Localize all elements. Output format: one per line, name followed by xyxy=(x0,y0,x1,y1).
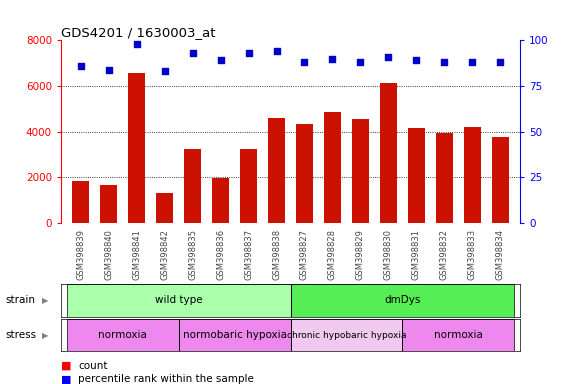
Point xyxy=(132,41,141,47)
Text: ▶: ▶ xyxy=(41,296,48,305)
Bar xyxy=(403,319,514,351)
Bar xyxy=(408,128,425,223)
Bar xyxy=(380,83,397,223)
Point xyxy=(328,56,337,62)
Point xyxy=(104,66,113,73)
Point xyxy=(412,57,421,63)
Text: ■: ■ xyxy=(61,374,71,384)
Bar xyxy=(352,119,369,223)
Point xyxy=(496,59,505,65)
Bar xyxy=(178,319,290,351)
Point xyxy=(468,59,477,65)
Bar xyxy=(156,193,173,223)
Point xyxy=(216,57,225,63)
Text: strain: strain xyxy=(6,295,36,306)
Point xyxy=(384,54,393,60)
Bar xyxy=(324,112,341,223)
Text: normoxia: normoxia xyxy=(98,330,147,340)
Point xyxy=(188,50,197,56)
Bar xyxy=(290,284,514,317)
Bar xyxy=(296,124,313,223)
Bar xyxy=(268,118,285,223)
Bar xyxy=(436,132,453,223)
Point xyxy=(272,48,281,55)
Bar xyxy=(184,149,201,223)
Text: ▶: ▶ xyxy=(41,331,48,339)
Text: wild type: wild type xyxy=(155,295,202,306)
Point xyxy=(160,68,169,74)
Text: stress: stress xyxy=(6,330,37,340)
Bar xyxy=(128,73,145,223)
Bar xyxy=(464,127,481,223)
Text: GDS4201 / 1630003_at: GDS4201 / 1630003_at xyxy=(61,26,216,39)
Bar xyxy=(240,149,257,223)
Bar xyxy=(67,284,290,317)
Text: normoxia: normoxia xyxy=(434,330,483,340)
Bar xyxy=(212,178,229,223)
Bar xyxy=(72,180,89,223)
Text: normobaric hypoxia: normobaric hypoxia xyxy=(182,330,286,340)
Point xyxy=(244,50,253,56)
Text: count: count xyxy=(78,361,108,371)
Bar xyxy=(67,319,178,351)
Text: chronic hypobaric hypoxia: chronic hypobaric hypoxia xyxy=(287,331,406,339)
Bar xyxy=(100,185,117,223)
Point xyxy=(440,59,449,65)
Text: percentile rank within the sample: percentile rank within the sample xyxy=(78,374,254,384)
Point xyxy=(300,59,309,65)
Text: dmDys: dmDys xyxy=(384,295,421,306)
Bar xyxy=(290,319,403,351)
Point xyxy=(76,63,85,69)
Text: ■: ■ xyxy=(61,361,71,371)
Point xyxy=(356,59,365,65)
Bar xyxy=(492,137,509,223)
